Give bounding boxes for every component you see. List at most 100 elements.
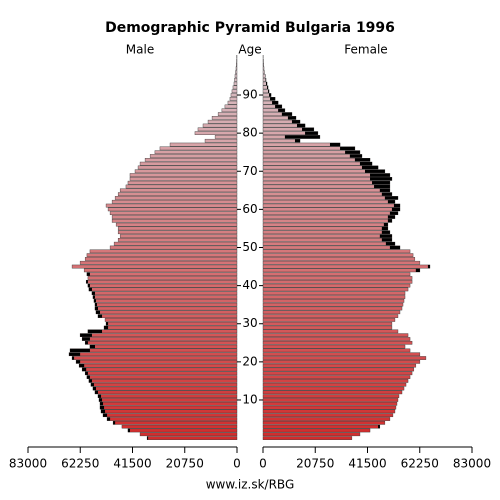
excess-bar	[265, 78, 267, 82]
excess-bar	[80, 333, 92, 337]
excess-bar	[381, 238, 392, 242]
excess-bar	[381, 192, 392, 196]
excess-bar	[82, 337, 90, 341]
excess-bar	[275, 104, 282, 109]
bar	[169, 142, 238, 147]
bar	[262, 424, 381, 429]
bar	[119, 234, 238, 238]
bar	[235, 66, 238, 71]
bar	[127, 428, 238, 433]
x-tick-label: 20750	[166, 457, 204, 471]
bar	[106, 417, 238, 421]
bar	[111, 199, 238, 204]
bar	[114, 196, 238, 200]
left-label: Male	[126, 43, 154, 57]
bar	[139, 432, 238, 437]
excess-bar	[72, 356, 75, 360]
bar	[94, 302, 238, 307]
excess-bar	[92, 386, 96, 391]
bar	[231, 89, 238, 94]
bar	[197, 127, 238, 132]
excess-bar	[383, 223, 388, 227]
bar	[262, 138, 301, 143]
bar	[149, 154, 238, 158]
bar	[262, 260, 421, 265]
bar	[262, 222, 389, 227]
bar	[262, 97, 276, 101]
bar	[262, 161, 373, 166]
bar	[232, 85, 238, 90]
bar	[121, 424, 238, 429]
bar	[262, 180, 391, 185]
bar	[262, 238, 393, 242]
bar	[234, 77, 238, 82]
bar	[227, 100, 238, 105]
excess-bar	[305, 131, 318, 135]
bar	[262, 398, 399, 402]
bar	[94, 306, 238, 311]
bar	[236, 58, 238, 63]
excess-bar	[385, 242, 395, 246]
x-tick-label: 0	[233, 457, 241, 471]
bar	[105, 203, 238, 208]
bar	[111, 215, 238, 219]
y-tick-label: 30	[242, 316, 257, 330]
excess-bar	[113, 421, 116, 425]
bar	[262, 436, 353, 440]
bar	[233, 81, 238, 86]
bar	[105, 321, 238, 326]
excess-bar	[387, 200, 395, 204]
bar	[262, 283, 411, 288]
x-tick-label: 41500	[113, 457, 151, 471]
excess-bar	[391, 207, 400, 212]
excess-bar	[379, 234, 392, 238]
bar	[262, 62, 264, 67]
bar	[109, 211, 238, 216]
bar	[84, 340, 238, 345]
bar	[194, 131, 238, 135]
y-tick-label: 40	[242, 278, 257, 292]
bar	[262, 379, 409, 383]
source: www.iz.sk/RBG	[206, 478, 295, 492]
bar	[78, 363, 238, 368]
bar	[104, 318, 238, 322]
x-tick-label: 0	[259, 457, 267, 471]
y-tick-label: 60	[242, 202, 257, 216]
bar	[83, 268, 238, 273]
bar	[94, 390, 238, 395]
bar	[99, 401, 238, 406]
bar	[262, 314, 399, 318]
excess-bar	[85, 341, 88, 345]
bar	[262, 310, 401, 315]
bar	[262, 367, 415, 372]
bar	[113, 241, 238, 246]
bar	[91, 291, 238, 296]
excess-bar	[266, 81, 268, 86]
bar	[85, 279, 238, 284]
bar	[262, 199, 396, 204]
bar	[262, 142, 341, 147]
excess-bar	[267, 85, 269, 90]
bar	[262, 234, 393, 238]
excess-bar	[87, 329, 103, 333]
excess-bar	[381, 230, 390, 234]
excess-bar	[93, 299, 96, 303]
excess-bar	[372, 181, 390, 185]
excess-bar	[359, 162, 373, 166]
excess-bar	[269, 93, 272, 97]
bar	[262, 344, 406, 349]
excess-bar	[296, 123, 306, 128]
bar	[262, 230, 391, 235]
bar	[202, 123, 238, 128]
excess-bar	[354, 158, 371, 162]
x-tick-label: 20750	[296, 457, 334, 471]
bar	[262, 165, 379, 170]
bar	[262, 184, 391, 189]
bar	[112, 421, 238, 425]
excess-bar	[79, 364, 85, 368]
bar	[68, 352, 238, 357]
bar	[262, 363, 417, 368]
right-label: Female	[344, 43, 387, 57]
bar	[119, 188, 238, 193]
bar	[262, 421, 386, 425]
